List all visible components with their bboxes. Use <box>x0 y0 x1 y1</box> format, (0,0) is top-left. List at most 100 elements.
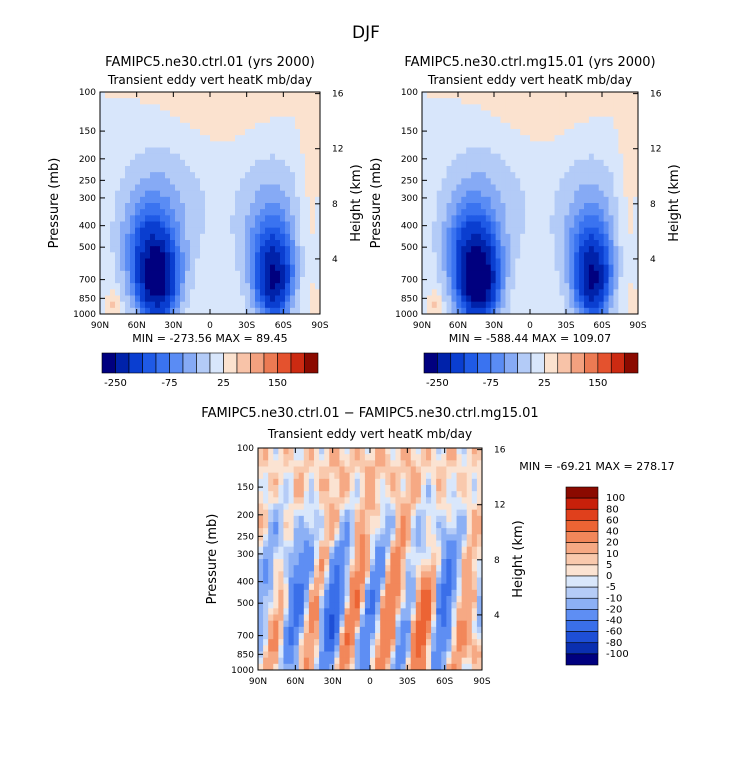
heatmap-cell <box>300 283 306 290</box>
heatmap-cell <box>405 645 412 652</box>
heatmap-cell <box>400 509 407 517</box>
heatmap-cell <box>275 209 281 216</box>
heatmap-cell <box>466 92 472 99</box>
heatmap-cell <box>115 277 121 284</box>
heatmap-cell <box>461 645 468 652</box>
heatmap-cell <box>185 135 191 142</box>
heatmap-cell <box>280 122 286 130</box>
heatmap-cell <box>564 147 570 155</box>
heatmap-cell <box>260 104 266 111</box>
heatmap-cell <box>180 116 186 124</box>
heatmap-cell <box>339 515 345 523</box>
y-tick-label: 1000 <box>73 310 96 320</box>
heatmap-cell <box>385 466 391 474</box>
heatmap-cell <box>235 264 241 272</box>
heatmap-cell <box>618 92 624 99</box>
heatmap-cell <box>544 307 551 315</box>
heatmap-cell <box>380 485 386 492</box>
heatmap-cell <box>420 546 427 554</box>
heatmap-cell <box>280 264 286 272</box>
heatmap-cell <box>574 289 580 296</box>
heatmap-cell <box>263 478 269 486</box>
heatmap-cell <box>349 651 356 659</box>
heatmap-cell <box>273 645 279 652</box>
heatmap-cell <box>275 240 281 247</box>
colorbar-label: -40 <box>606 616 622 627</box>
heatmap-cell <box>380 608 386 615</box>
heatmap-cell <box>329 577 335 585</box>
heatmap-cell <box>451 283 457 290</box>
heatmap-cell <box>245 307 251 315</box>
heatmap-cell <box>303 522 310 529</box>
heatmap-cell <box>476 614 483 622</box>
heatmap-cell <box>220 166 226 173</box>
heatmap-cell <box>618 264 624 272</box>
heatmap-cell <box>288 497 295 504</box>
heatmap-cell <box>554 283 560 290</box>
heatmap-cell <box>530 184 536 192</box>
heatmap-cell <box>140 178 146 185</box>
heatmap-cell <box>539 295 546 303</box>
heatmap-cell <box>260 98 266 105</box>
heatmap-cell <box>105 184 111 192</box>
heatmap-cell <box>268 515 274 523</box>
heatmap-cell <box>200 110 206 118</box>
heatmap-cell <box>165 166 171 173</box>
heatmap-cell <box>210 307 216 315</box>
heatmap-cell <box>150 147 156 155</box>
heatmap-cell <box>200 159 206 167</box>
heatmap-cell <box>525 122 531 130</box>
heatmap-cell <box>359 515 366 523</box>
heatmap-cell <box>185 166 191 173</box>
heatmap-cell <box>220 147 226 155</box>
heatmap-cell <box>120 221 126 229</box>
heatmap-cell <box>270 252 276 259</box>
heatmap-cell <box>185 307 191 315</box>
heatmap-cell <box>100 196 106 204</box>
heatmap-cell <box>476 454 483 461</box>
heatmap-cell <box>405 503 412 511</box>
heatmap-cell <box>273 577 279 585</box>
heatmap-cell <box>130 153 136 161</box>
heatmap-cell <box>588 135 595 142</box>
heatmap-cell <box>125 98 131 105</box>
heatmap-cell <box>120 215 126 222</box>
heatmap-cell <box>456 552 463 560</box>
heatmap-cell <box>613 233 619 241</box>
heatmap-cell <box>554 246 560 253</box>
heatmap-cell <box>410 596 417 603</box>
heatmap-cell <box>375 448 381 455</box>
heatmap-cell <box>598 307 605 315</box>
heatmap-cell <box>539 277 546 284</box>
heatmap-cell <box>215 209 221 216</box>
heatmap-cell <box>280 159 286 167</box>
heatmap-cell <box>210 184 216 192</box>
heatmap-cell <box>564 92 570 99</box>
heatmap-cell <box>305 307 311 315</box>
heatmap-cell <box>510 289 516 296</box>
heatmap-cell <box>530 209 536 216</box>
heatmap-cell <box>584 116 590 124</box>
heatmap-cell <box>280 277 286 284</box>
heatmap-cell <box>390 614 396 622</box>
heatmap-cell <box>230 116 236 124</box>
heatmap-cell <box>200 240 206 247</box>
heatmap-cell <box>285 172 291 179</box>
heatmap-cell <box>510 98 516 105</box>
heatmap-cell <box>225 215 231 222</box>
heatmap-cell <box>160 141 166 148</box>
heatmap-cell <box>210 240 216 247</box>
heatmap-cell <box>613 190 619 198</box>
heatmap-cell <box>385 663 391 671</box>
heatmap-cell <box>155 264 161 272</box>
y-tick-label: 150 <box>237 483 254 493</box>
heatmap-cell <box>334 522 340 529</box>
heatmap-cell <box>569 246 575 253</box>
heatmap-cell <box>100 166 106 173</box>
x-tick-label: 60S <box>436 677 453 687</box>
heatmap-cell <box>260 178 266 185</box>
heatmap-cell <box>240 129 246 136</box>
heatmap-cell <box>495 301 501 309</box>
heatmap-cell <box>329 559 335 566</box>
heatmap-cell <box>549 209 555 216</box>
